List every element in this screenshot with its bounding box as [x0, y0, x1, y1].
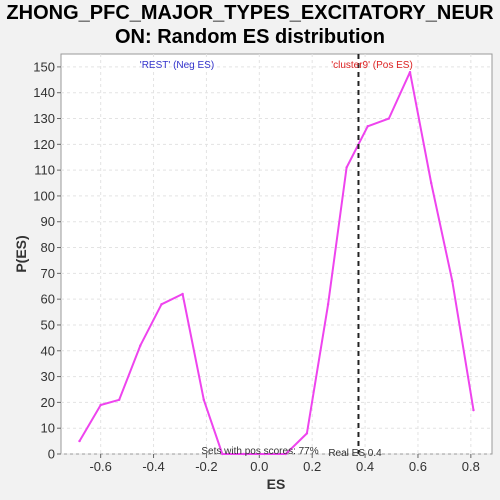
series-point — [78, 440, 80, 442]
series-point — [367, 125, 369, 127]
real-es-text: Real ES 0.4 — [328, 448, 382, 459]
neg-es-label: 'REST' (Neg ES) — [140, 60, 214, 71]
x-tick-label: -0.2 — [195, 459, 217, 474]
series-point — [451, 280, 453, 282]
series-point — [327, 303, 329, 305]
y-tick-label: 100 — [33, 188, 55, 203]
x-tick-label: 0.0 — [250, 459, 268, 474]
x-tick-label: 0.6 — [409, 459, 427, 474]
y-tick-label: 120 — [33, 137, 55, 152]
series-point — [430, 182, 432, 184]
series-point — [139, 344, 141, 346]
y-tick-label: 130 — [33, 111, 55, 126]
y-tick-label: 20 — [41, 395, 55, 410]
x-axis-ticks: -0.6 -0.4 -0.2 0.0 0.2 0.4 0.6 0.8 — [89, 454, 479, 474]
y-tick-label: 10 — [41, 421, 55, 436]
chart-title-line1: ZHONG_PFC_MAJOR_TYPES_EXCITATORY_NEUR — [6, 2, 494, 24]
series-point — [203, 399, 205, 401]
series-point — [388, 117, 390, 119]
chart-title-line2: ON: Random ES distribution — [115, 26, 385, 48]
x-tick-label: 0.4 — [356, 459, 374, 474]
x-tick-label: -0.4 — [142, 459, 164, 474]
y-tick-label: 150 — [33, 59, 55, 74]
y-tick-label: 0 — [48, 447, 55, 462]
y-tick-label: 60 — [41, 292, 55, 307]
x-tick-label: 0.2 — [303, 459, 321, 474]
sets-pos-scores-text: Sets with pos scores: 77% — [201, 446, 318, 457]
y-tick-label: 30 — [41, 369, 55, 384]
series-point — [160, 303, 162, 305]
series-point — [99, 404, 101, 406]
series-point — [409, 71, 411, 73]
x-tick-label: 0.8 — [462, 459, 480, 474]
y-axis-label: P(ES) — [13, 235, 29, 272]
series-point — [345, 166, 347, 168]
series-point — [118, 399, 120, 401]
y-tick-label: 40 — [41, 343, 55, 358]
y-axis-ticks: 0 10 20 30 40 50 60 70 80 90 100 110 120 130 140 150 — [33, 59, 61, 461]
y-tick-label: 70 — [41, 266, 55, 281]
series-point — [472, 409, 474, 411]
y-tick-label: 50 — [41, 317, 55, 332]
y-tick-label: 90 — [41, 214, 55, 229]
x-axis-label: ES — [267, 476, 286, 492]
series-point — [306, 432, 308, 434]
y-tick-label: 80 — [41, 240, 55, 255]
y-tick-label: 140 — [33, 85, 55, 100]
series-point — [181, 293, 183, 295]
plot-area — [61, 54, 492, 454]
x-tick-label: -0.6 — [89, 459, 111, 474]
y-tick-label: 110 — [34, 163, 55, 178]
pos-es-label: 'cluster9' (Pos ES) — [331, 60, 413, 71]
